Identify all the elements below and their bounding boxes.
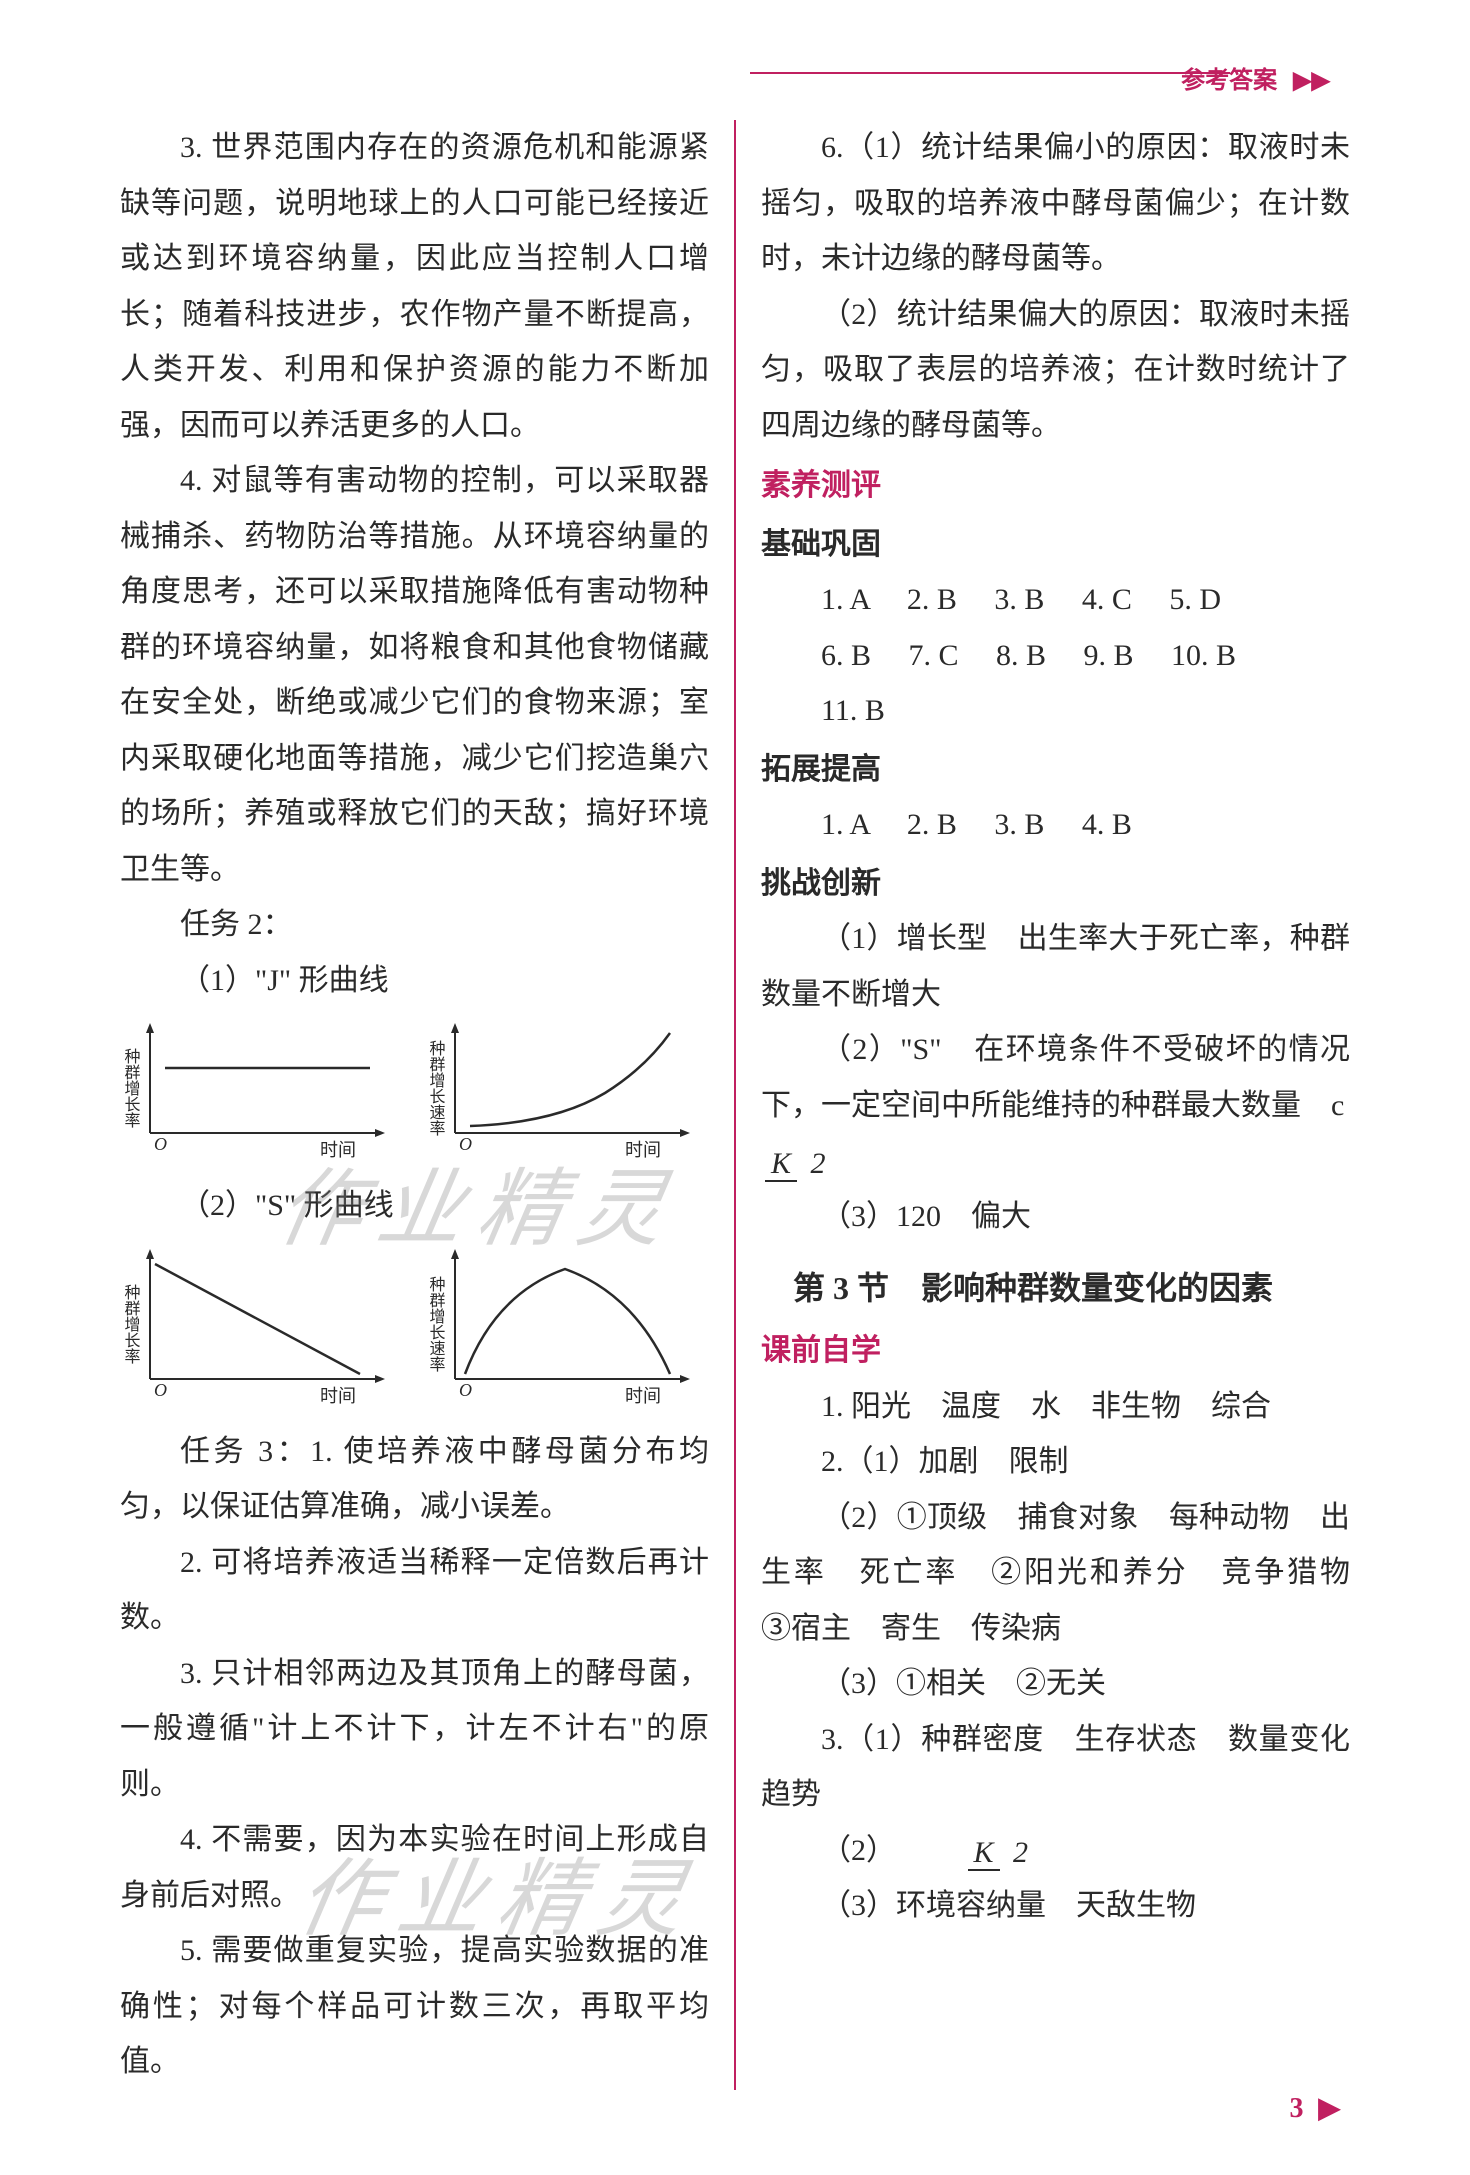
task3-2: 2. 可将培养液适当稀释一定倍数后再计数。 [120,1535,709,1646]
tz-3: （3）120 偏大 [761,1189,1350,1245]
page-arrow-icon: ▶ [1318,2093,1340,2124]
kq-2-3: （3）①相关 ②无关 [761,1656,1350,1712]
kq-3-1: 3.（1）种群密度 生存状态 数量变化趋势 [761,1712,1350,1823]
right-para-6-2: （2）统计结果偏大的原因：取液时未摇匀，吸取了表层的培养液；在计数时统计了四周边… [761,287,1350,454]
tz-1: （1）增长型 出生率大于死亡率，种群数量不断增大 [761,911,1350,1022]
kq-2-2: （2）①顶级 捕食对象 每种动物 出生率 死亡率 ②阳光和养分 竞争猎物 ③宿主… [761,1490,1350,1657]
svg-text:O: O [154,1380,167,1400]
svg-text:时间: 时间 [625,1140,661,1160]
tuozhan-heading: 拓展提高 [761,742,1350,798]
task2-label: 任务 2： [120,897,709,953]
section-3-title: 第 3 节 影响种群数量变化的因素 [761,1259,1350,1318]
page-number-value: 3 [1289,2093,1303,2124]
svg-text:种群增长速率: 种群增长速率 [426,1040,445,1136]
chart-2: 种群增长速率 O 时间 [425,1018,710,1168]
frac-num-b: K [968,1836,1000,1871]
left-para-3: 3. 世界范围内存在的资源危机和能源紧缺等问题，说明地球上的人口可能已经接近或达… [120,120,709,453]
task3-1: 任务 3：1. 使培养液中酵母菌分布均匀，以保证估算准确，减小误差。 [120,1424,709,1535]
jichu-row-3: 11. B [761,683,1350,739]
header-arrow-icon: ▶▶ [1293,68,1330,94]
svg-text:O: O [459,1134,472,1154]
chart-4: 种群增长速率 O 时间 [425,1244,710,1414]
page-number: 3 ▶ [1289,2091,1340,2125]
chart-1: 种群增长率 O 时间 [120,1018,405,1168]
jichu-heading: 基础巩固 [761,517,1350,573]
header-title: 参考答案 [1181,68,1277,94]
kq-3-2: （2） K 2 [761,1823,1350,1879]
s-curve-label: （2）"S" 形曲线 [120,1178,709,1234]
svg-text:时间: 时间 [625,1386,661,1406]
left-para-4: 4. 对鼠等有害动物的控制，可以采取器械捕杀、药物防治等措施。从环境容纳量的角度… [120,453,709,897]
svg-text:种群增长率: 种群增长率 [122,1048,141,1128]
kq-3-3: （3）环境容纳量 天敌生物 [761,1878,1350,1934]
frac-num: K [765,1147,797,1182]
suyang-heading: 素养测评 [761,458,1350,514]
tz-2: （2）"S" 在环境条件不受破坏的情况下，一定空间中所能维持的种群最大数量 c [761,1022,1350,1133]
task3-3: 3. 只计相邻两边及其顶角上的酵母菌，一般遵循"计上不计下，计左不计右"的原则。 [120,1646,709,1813]
main-content: 3. 世界范围内存在的资源危机和能源紧缺等问题，说明地球上的人口可能已经接近或达… [120,120,1350,2090]
jichu-row-1: 1. A 2. B 3. B 4. C 5. D [761,572,1350,628]
frac-den: 2 [805,1147,832,1180]
svg-text:种群增长率: 种群增长率 [122,1284,141,1364]
tz-2-text: （2）"S" 在环境条件不受破坏的情况下，一定空间中所能维持的种群最大数量 c [761,1033,1374,1122]
tiaozhan-heading: 挑战创新 [761,856,1350,912]
kq-3-2-prefix: （2） [821,1834,896,1867]
kq-2-1: 2.（1）加剧 限制 [761,1434,1350,1490]
right-column: 6.（1）统计结果偏小的原因：取液时未摇匀，吸取的培养液中酵母菌偏少；在计数时，… [734,120,1350,2090]
svg-text:O: O [459,1380,472,1400]
chart-row-1: 种群增长率 O 时间 种群增长速率 O 时间 [120,1018,709,1168]
chart-3: 种群增长率 O 时间 [120,1244,405,1414]
tuozhan-row: 1. A 2. B 3. B 4. B [761,797,1350,853]
task3-4: 4. 不需要，因为本实验在时间上形成自身前后对照。 [120,1812,709,1923]
chart-row-2: 种群增长率 O 时间 种群增长速率 O 时间 [120,1244,709,1414]
page-header: 参考答案 ▶▶ [1181,60,1330,95]
task3-5: 5. 需要做重复实验，提高实验数据的准确性；对每个样品可计数三次，再取平均值。 [120,1923,709,2090]
fraction-k2-b: K 2 [908,1836,1035,1869]
fraction-k2: K 2 [765,1147,832,1180]
svg-text:时间: 时间 [320,1386,356,1406]
svg-text:时间: 时间 [320,1140,356,1160]
jichu-row-2: 6. B 7. C 8. B 9. B 10. B [761,628,1350,684]
keqian-heading: 课前自学 [761,1323,1350,1379]
frac-den-b: 2 [1007,1836,1034,1869]
right-para-6-1: 6.（1）统计结果偏小的原因：取液时未摇匀，吸取的培养液中酵母菌偏少；在计数时，… [761,120,1350,287]
j-curve-label: （1）"J" 形曲线 [120,953,709,1009]
kq-1: 1. 阳光 温度 水 非生物 综合 [761,1379,1350,1435]
tz-2-frac: K 2 [761,1133,1350,1189]
left-column: 3. 世界范围内存在的资源危机和能源紧缺等问题，说明地球上的人口可能已经接近或达… [120,120,734,2090]
header-divider [750,72,1230,74]
svg-text:O: O [154,1134,167,1154]
svg-text:种群增长速率: 种群增长速率 [426,1276,445,1372]
